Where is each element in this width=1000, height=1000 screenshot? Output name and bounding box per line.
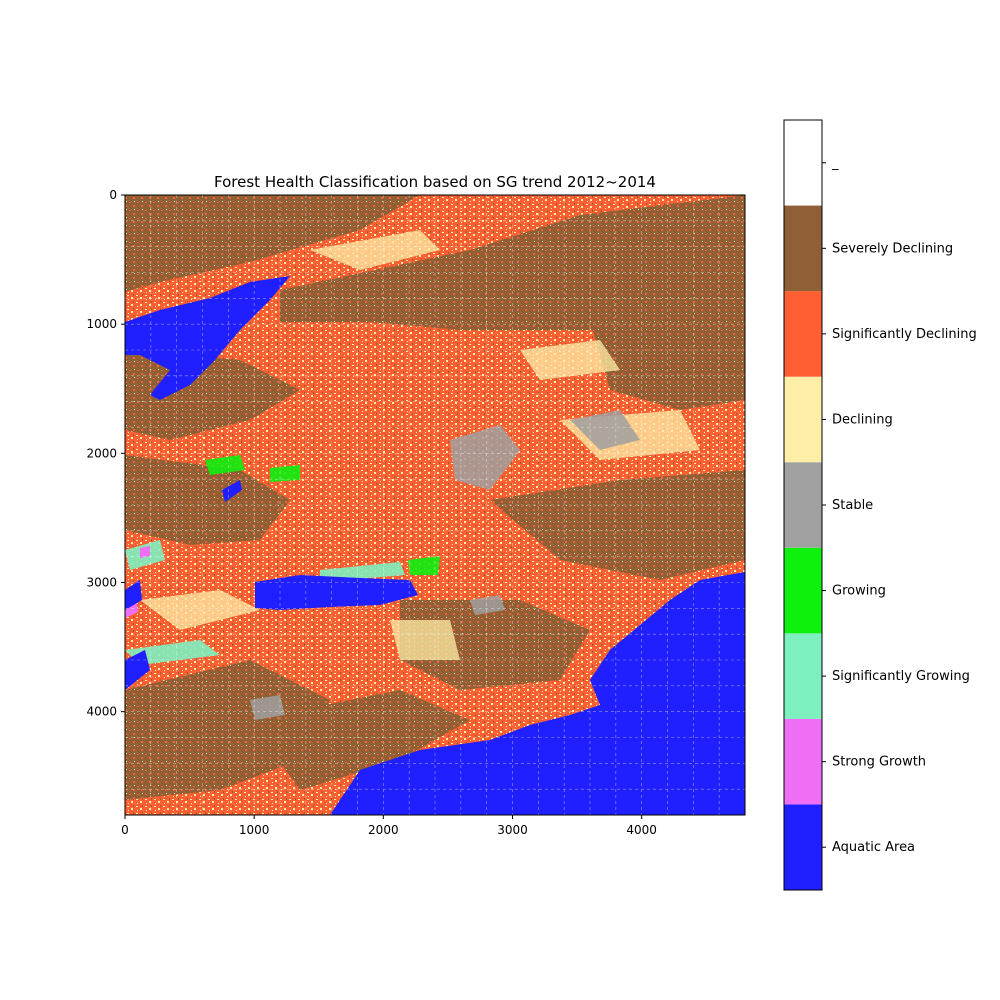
- y-tick-label: 0: [109, 188, 117, 202]
- x-axis: 0 1000 2000 3000 4000: [121, 815, 657, 837]
- colorbar-label: Declining: [832, 412, 893, 427]
- colorbar-label: Significantly Growing: [832, 669, 970, 684]
- x-tick-label: 0: [121, 823, 129, 837]
- grid: [125, 195, 745, 815]
- colorbar-label: _: [831, 156, 839, 171]
- y-tick-label: 4000: [86, 705, 117, 719]
- colorbar-segment: [784, 205, 822, 292]
- plot-frame: [124, 194, 746, 816]
- colorbar-label: Significantly Declining: [832, 327, 977, 342]
- colorbar: Aquatic Area Strong Growth Significantly G…: [783, 119, 977, 891]
- colorbar-label: Severely Declining: [832, 241, 953, 256]
- growing-regions: [205, 455, 440, 575]
- colorbar-segment: [784, 633, 822, 719]
- colorbar-segment: [784, 718, 822, 805]
- x-tick-label: 1000: [239, 823, 270, 837]
- y-tick-label: 1000: [86, 317, 117, 331]
- x-tick-label: 3000: [497, 823, 528, 837]
- colorbar-segment: [784, 804, 822, 890]
- y-axis: 0 1000 2000 3000 4000: [86, 188, 125, 719]
- stable-regions: [250, 410, 640, 720]
- colorbar-label: Growing: [832, 584, 886, 599]
- colorbar-label: Aquatic Area: [832, 840, 915, 855]
- colorbar-segment: [784, 462, 822, 548]
- aquatic-regions: [125, 276, 745, 815]
- x-tick-label: 2000: [368, 823, 399, 837]
- y-tick-label: 2000: [86, 446, 117, 460]
- chart-title: Forest Health Classification based on SG…: [214, 173, 656, 191]
- colorbar-segment: [784, 376, 822, 463]
- colorbar-label: Strong Growth: [832, 755, 926, 770]
- x-tick-label: 4000: [626, 823, 657, 837]
- colorbar-frame: [783, 119, 823, 891]
- colorbar-segment: [784, 120, 822, 206]
- colorbar-segment: [784, 547, 822, 634]
- colorbar-segment: [784, 291, 822, 377]
- colorbar-label: Stable: [832, 498, 873, 513]
- y-tick-label: 3000: [86, 576, 117, 590]
